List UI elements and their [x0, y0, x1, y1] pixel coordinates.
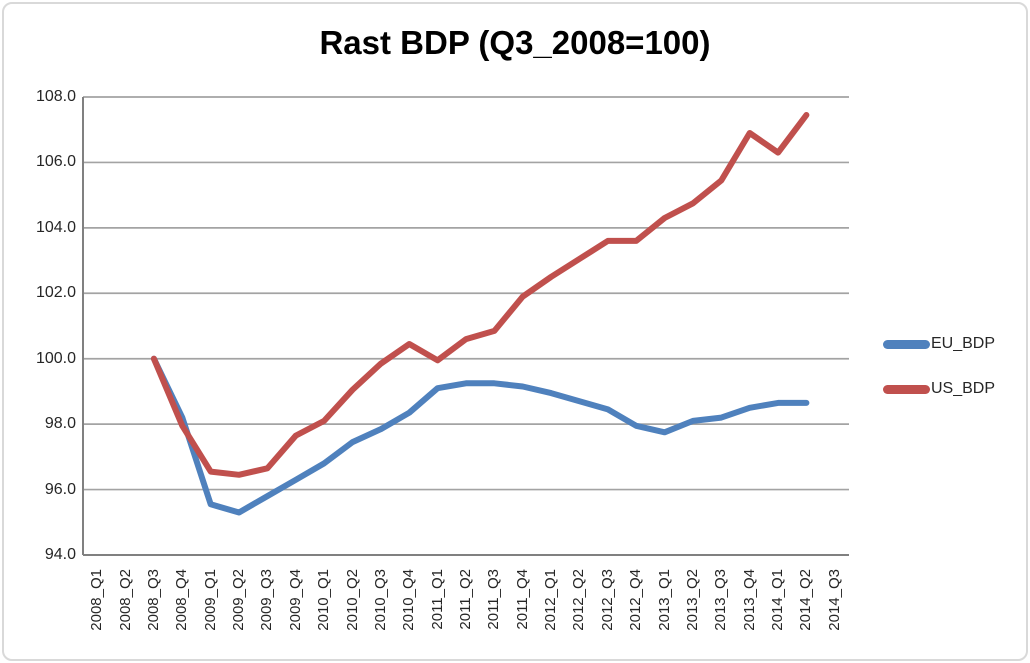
series-line-us-bdp	[150, 112, 810, 478]
x-axis-tick-label: 2010_Q4	[400, 569, 418, 631]
x-axis-tick-label: 2009_Q4	[286, 569, 304, 631]
x-axis-tick-label: 2011_Q2	[457, 569, 474, 630]
x-axis-tick-label: 2012_Q3	[598, 569, 616, 631]
x-axis-tick-label: 2013_Q3	[712, 569, 730, 631]
legend-item-us-bdp: US_BDP	[883, 380, 995, 398]
x-axis-tick-label: 2012_Q4	[627, 569, 645, 631]
y-axis-tick-label: 96.0	[44, 480, 76, 498]
x-axis-tick-label: 2008_Q3	[144, 569, 162, 631]
x-axis-tick-label: 2014_Q1	[769, 569, 787, 631]
axis-lines	[82, 97, 849, 556]
x-axis-tick-label: 2009_Q3	[258, 569, 276, 631]
x-axis-tick-label: 2013_Q1	[655, 569, 673, 631]
legend-item-eu-bdp: EU_BDP	[883, 335, 995, 353]
x-axis-tick-label: 2008_Q2	[116, 569, 134, 631]
x-axis-tick-label: 2009_Q1	[201, 569, 219, 631]
series-lines	[150, 112, 810, 516]
x-axis-tick-label: 2009_Q2	[230, 569, 248, 631]
y-axis-tick-label: 94.0	[44, 546, 76, 563]
x-axis-tick-label: 2010_Q1	[315, 569, 333, 631]
x-axis-tick-label: 2012_Q2	[570, 569, 588, 631]
y-axis-tick-label: 100.0	[35, 349, 76, 367]
y-axis-tick-label: 102.0	[35, 284, 76, 302]
y-axis-tick-label: 98.0	[44, 415, 76, 433]
y-axis-tick-label: 108.0	[35, 88, 76, 105]
x-axis-tick-label: 2008_Q1	[88, 569, 106, 631]
x-axis-tick-label: 2013_Q2	[683, 569, 701, 631]
eu-line-swatch-icon	[883, 339, 930, 349]
y-axis-tick-label: 106.0	[35, 153, 76, 171]
x-axis-tick-label: 2010_Q3	[371, 569, 389, 631]
legend-label-eu-bdp: EU_BDP	[931, 335, 996, 352]
x-axis-tick-label: 2013_Q4	[740, 569, 758, 631]
x-axis-tick-label: 2010_Q2	[343, 569, 361, 631]
x-axis-tick-label: 2011_Q3	[485, 569, 503, 630]
chart-title: Rast BDP (Q3_2008=100)	[319, 24, 711, 61]
gridlines	[83, 96, 849, 556]
us-line-swatch-icon	[883, 384, 930, 394]
x-axis-tick-label: 2012_Q1	[542, 569, 560, 631]
series-line-eu-bdp	[150, 355, 810, 516]
legend-label-us-bdp: US_BDP	[931, 380, 996, 397]
x-axis-tick-label: 2014_Q3	[825, 569, 843, 631]
x-axis-tick-label: 2008_Q4	[173, 569, 191, 631]
x-axis-tick-label: 2011_Q4	[513, 569, 531, 630]
y-axis-tick-label: 104.0	[35, 218, 76, 236]
x-axis-tick-label: 2011_Q1	[428, 569, 446, 630]
x-axis-tick-label: 2014_Q2	[797, 569, 815, 631]
